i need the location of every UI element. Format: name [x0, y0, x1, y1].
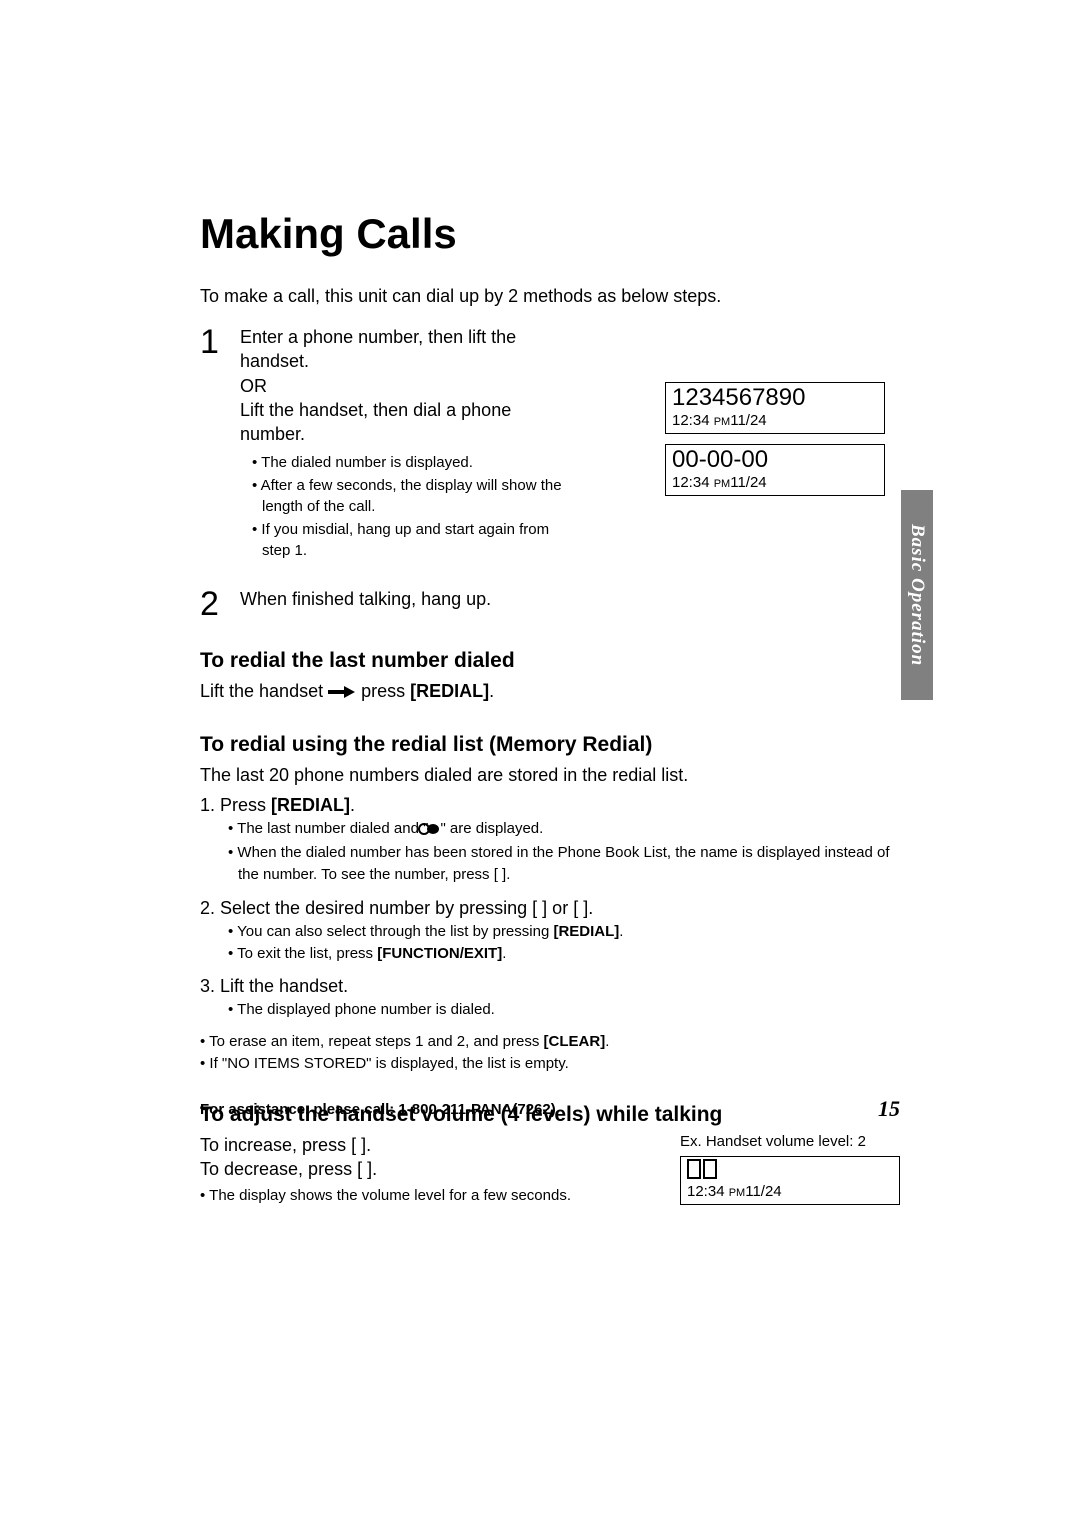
volume-ex-label: Ex. Handset volume level: 2	[680, 1133, 900, 1150]
redial-last-heading: To redial the last number dialed	[200, 649, 900, 673]
redial-step-1-label: 1. Press	[200, 795, 271, 815]
manual-page: Making Calls To make a call, this unit c…	[0, 0, 1080, 1528]
redial-step-1-sub: The last number dialed and " " are displa…	[200, 818, 900, 885]
lcd1-ampm: PM	[714, 416, 731, 428]
redial-step-2-sub-1: You can also select through the list by …	[228, 921, 900, 943]
redial-step-2-sub: You can also select through the list by …	[200, 921, 900, 965]
volume-decrease: To decrease, press [ ].	[200, 1157, 650, 1181]
sub-text: .	[502, 945, 506, 962]
redial-after-2: If "NO ITEMS STORED" is displayed, the l…	[200, 1053, 900, 1075]
lcd2-line1: 00-00-00	[672, 446, 878, 474]
redial-after-1: To erase an item, repeat steps 1 and 2, …	[200, 1031, 900, 1053]
redial-step-1-sub-1: The last number dialed and " " are displa…	[228, 818, 900, 842]
lcd-screen-volume: 12:34 PM11/24	[680, 1156, 900, 1205]
sub-text: You can also select through the list by …	[237, 923, 553, 940]
page-number: 15	[878, 1096, 900, 1122]
step-2-number: 2	[200, 587, 240, 621]
after-text: To erase an item, repeat steps 1 and 2, …	[209, 1033, 543, 1050]
key-indicator-icon	[428, 820, 440, 842]
lcd-vol-ampm: PM	[729, 1187, 746, 1199]
redial-step-2-label: 2. Select the desired number by pressing…	[200, 898, 593, 918]
lcd2-time: 12:34	[672, 474, 710, 491]
redial-step-2: 2. Select the desired number by pressing…	[200, 896, 900, 965]
step-1-bullet: If you misdial, hang up and start again …	[252, 519, 580, 561]
redial-last-text: Lift the handset press [REDIAL].	[200, 679, 900, 704]
step-1-line3: Lift the handset, then dial a phone numb…	[240, 398, 580, 447]
lcd2-ampm: PM	[714, 478, 731, 490]
redial-key: [REDIAL]	[410, 681, 489, 701]
volume-note: The display shows the volume level for a…	[200, 1185, 650, 1207]
step-1-body: Enter a phone number, then lift the hand…	[240, 325, 580, 563]
section-tab: Basic Operation	[901, 490, 933, 700]
redial-step-3-sub-1: The displayed phone number is dialed.	[228, 999, 900, 1021]
lcd-vol-date: 11/24	[745, 1183, 781, 1200]
volume-bars	[687, 1159, 893, 1183]
redial-last-a: Lift the handset	[200, 681, 323, 701]
redial-last-b: press	[361, 681, 405, 701]
redial-step-2-sub-2: To exit the list, press [FUNCTION/EXIT].	[228, 943, 900, 965]
step-1-line1: Enter a phone number, then lift the hand…	[240, 325, 580, 374]
lcd-vol-line2: 12:34 PM11/24	[687, 1183, 893, 1200]
after-text: .	[605, 1033, 609, 1050]
lcd1-time: 12:34	[672, 412, 710, 429]
lcd1-line1: 1234567890	[672, 384, 878, 412]
step-2-body: When finished talking, hang up.	[240, 587, 900, 611]
intro-text: To make a call, this unit can dial up by…	[200, 286, 900, 307]
display-screens: 1234567890 12:34 PM11/24 00-00-00 12:34 …	[665, 382, 885, 506]
redial-step-1: 1. Press [REDIAL]. The last number diale…	[200, 793, 900, 885]
page-footer: For assistance, please call: 1-800-211-P…	[200, 1096, 900, 1122]
sub-text: .	[619, 923, 623, 940]
redial-step-1-sub-2: When the dialed number has been stored i…	[228, 842, 900, 886]
page-title: Making Calls	[200, 210, 900, 258]
redial-after-notes: To erase an item, repeat steps 1 and 2, …	[200, 1031, 900, 1075]
redial-step-3-label: 3. Lift the handset.	[200, 976, 348, 996]
step-2: 2 When finished talking, hang up.	[200, 587, 900, 621]
redial-step-3: 3. Lift the handset. The displayed phone…	[200, 974, 900, 1021]
volume-example: Ex. Handset volume level: 2 12:34 PM11/2…	[680, 1133, 900, 1205]
redial-list-steps: 1. Press [REDIAL]. The last number diale…	[200, 793, 900, 1021]
redial-list-intro: The last 20 phone numbers dialed are sto…	[200, 763, 900, 787]
sub-text: " are displayed.	[440, 820, 543, 837]
volume-instructions: To increase, press [ ]. To decrease, pre…	[200, 1133, 650, 1207]
step-1-number: 1	[200, 325, 240, 359]
redial-list-heading: To redial using the redial list (Memory …	[200, 733, 900, 757]
arrow-right-icon	[328, 681, 356, 705]
volume-section: To increase, press [ ]. To decrease, pre…	[200, 1133, 900, 1207]
step-1-line2: OR	[240, 374, 580, 398]
lcd1-line2: 12:34 PM11/24	[672, 412, 878, 429]
step-1-bullets: The dialed number is displayed. After a …	[240, 452, 580, 561]
sub-text: To exit the list, press	[237, 945, 377, 962]
redial-step-3-sub: The displayed phone number is dialed.	[200, 999, 900, 1021]
redial-step-1-tail: .	[350, 795, 355, 815]
lcd-screen-1: 1234567890 12:34 PM11/24	[665, 382, 885, 434]
sub-key: [REDIAL]	[553, 923, 619, 940]
lcd1-date: 11/24	[730, 412, 766, 429]
after-key: [CLEAR]	[544, 1033, 606, 1050]
sub-key: [FUNCTION/EXIT]	[377, 945, 502, 962]
lcd-vol-time: 12:34	[687, 1183, 725, 1200]
step-1-bullet: After a few seconds, the display will sh…	[252, 475, 580, 517]
lcd2-date: 11/24	[730, 474, 766, 491]
footer-assistance: For assistance, please call: 1-800-211-P…	[200, 1101, 556, 1118]
step-1-bullet: The dialed number is displayed.	[252, 452, 580, 473]
volume-increase: To increase, press [ ].	[200, 1133, 650, 1157]
lcd2-line2: 12:34 PM11/24	[672, 474, 878, 491]
volume-note-list: The display shows the volume level for a…	[200, 1185, 650, 1207]
redial-step-1-key: [REDIAL]	[271, 795, 350, 815]
lcd-screen-2: 00-00-00 12:34 PM11/24	[665, 444, 885, 496]
sub-text: The last number dialed and "	[237, 820, 428, 837]
